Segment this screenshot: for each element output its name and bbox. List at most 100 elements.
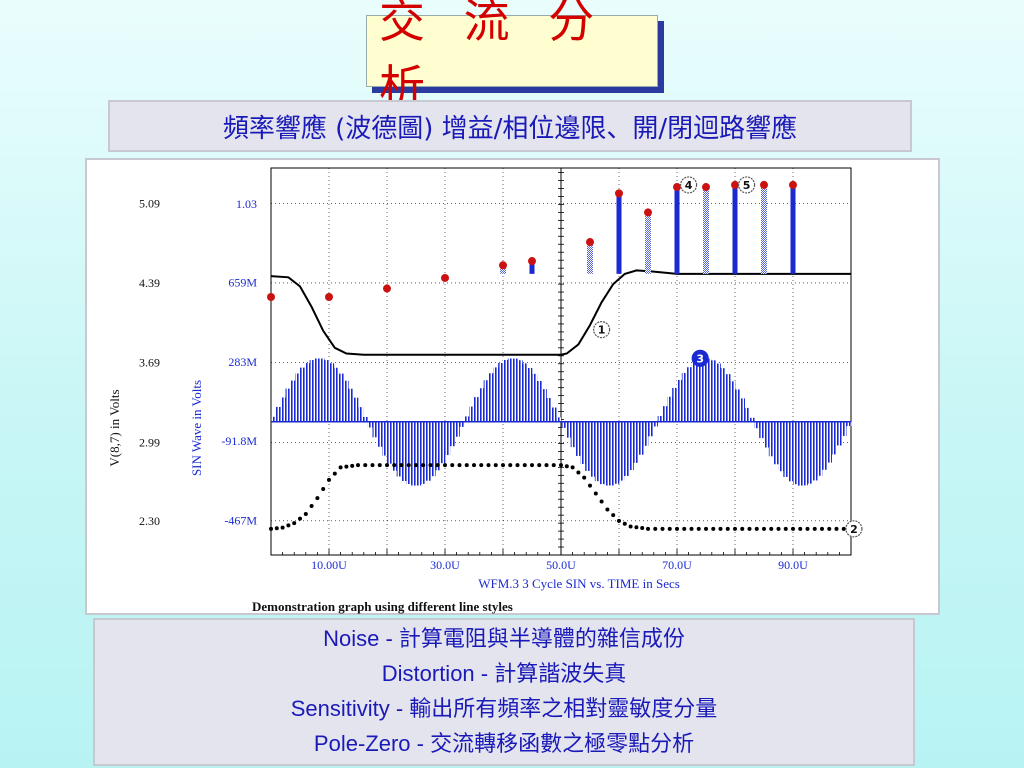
sine-bar (643, 421, 649, 446)
series-2-dot (733, 526, 737, 531)
series-2-dot (827, 526, 832, 531)
sine-bar (609, 421, 615, 486)
series-2-dot (667, 526, 672, 531)
series-number-badge (737, 176, 756, 194)
sine-bar (807, 421, 813, 484)
y-left-tick-label: 5.09 (139, 196, 160, 210)
series-2-dot (634, 525, 639, 530)
x-tick-label: 90.0U (778, 558, 808, 572)
sine-bar (449, 421, 455, 447)
series-2-dot (593, 491, 598, 496)
sine-bar (343, 380, 349, 423)
y-right-tick-label: -91.8M (221, 434, 257, 448)
sine-bar (590, 421, 596, 477)
series-2-dot (682, 526, 687, 531)
sine-bar (304, 363, 310, 423)
sine-bar (362, 416, 368, 423)
series-2-dot (791, 526, 795, 531)
sine-bar (498, 362, 504, 423)
sine-bar (541, 389, 547, 423)
sine-bar (652, 421, 658, 427)
sine-bar (725, 374, 731, 423)
series-5-marker (586, 238, 594, 247)
series-1-line (270, 269, 851, 356)
sine-bar (546, 398, 552, 423)
series-5-stem (587, 242, 593, 274)
series-4-marker (731, 180, 739, 189)
sine-bar (841, 421, 847, 436)
sine-bar (440, 421, 446, 464)
sine-bar (469, 406, 475, 423)
series-2-dot (464, 463, 469, 468)
series-5-stem (703, 187, 709, 274)
sine-bar (735, 389, 741, 423)
series-4-stem (674, 187, 680, 274)
sine-bar (677, 379, 683, 423)
series-2-dot (599, 499, 604, 504)
series-number-badge (845, 520, 863, 538)
series-2-dot (530, 463, 534, 468)
series-5-marker (267, 293, 275, 301)
sine-bar (387, 421, 393, 464)
note-desc: 計算電阻與半導體的雜信成份 (398, 627, 685, 652)
chart-caption: Demonstration graph using different line… (252, 599, 513, 614)
series-2-dot (303, 512, 308, 517)
sine-bar (754, 421, 760, 429)
sine-bar (300, 367, 306, 423)
series-2-dot (377, 463, 382, 468)
sine-bar (406, 421, 412, 485)
sine-bar (285, 388, 291, 423)
sine-bar (353, 397, 359, 423)
sine-bar (454, 421, 460, 437)
sine-bar (662, 406, 668, 423)
sine-bar (324, 360, 330, 423)
sine-bar (445, 421, 451, 456)
sine-bar (846, 421, 852, 427)
x-tick-label: 50.0U (546, 558, 576, 572)
note-pole-zero: Pole-Zero - 交流轉移函數之極零點分析 (313, 731, 695, 757)
series-5-stem (761, 184, 767, 274)
sine-bar (667, 396, 673, 423)
sine-bar (730, 381, 736, 423)
series-2-dot (564, 464, 569, 469)
sine-bar (459, 421, 465, 427)
series-2-dot (344, 464, 349, 469)
note-sensitivity: Sensitivity - 輸出所有頻率之相對靈敏度分量 (290, 696, 718, 722)
sine-bar (822, 421, 828, 470)
series-2-dot (588, 483, 592, 488)
series-2-dot (356, 463, 360, 468)
series-number-label: 4 (685, 179, 693, 192)
series-2-dot (537, 463, 542, 468)
sine-bar (382, 421, 388, 456)
sine-bar (614, 421, 620, 484)
series-2-dot (834, 526, 839, 531)
sine-bar (396, 421, 402, 477)
series-2-dot (472, 463, 476, 468)
sine-bar (604, 421, 610, 486)
note-term: Noise (323, 626, 380, 651)
sine-bar (507, 358, 513, 423)
series-2-dot (689, 526, 694, 531)
series-2-dot (617, 518, 621, 523)
y-left-tick-label: 2.99 (139, 435, 160, 449)
sine-bar (648, 421, 654, 437)
series-2-dot (315, 496, 320, 501)
note-desc: 輸出所有頻率之相對靈敏度分量 (409, 697, 718, 722)
sine-bar (358, 407, 364, 423)
sine-bar (793, 421, 799, 485)
series-number-badge (691, 349, 709, 367)
sine-bar (594, 421, 600, 482)
series-4-stem (529, 261, 535, 274)
series-2-dot (292, 521, 297, 526)
y-right-axis-label: SIN Wave in Volts (189, 380, 204, 476)
sine-bar (710, 360, 716, 423)
sine-bar (657, 415, 663, 423)
series-number-badge (592, 321, 611, 339)
sine-bar (802, 421, 808, 486)
sine-bar (672, 387, 678, 423)
sine-bar (430, 421, 436, 477)
series-2-dot (805, 526, 810, 531)
sine-bar (633, 421, 639, 463)
sine-bar (420, 421, 426, 484)
sine-bar (585, 421, 591, 471)
